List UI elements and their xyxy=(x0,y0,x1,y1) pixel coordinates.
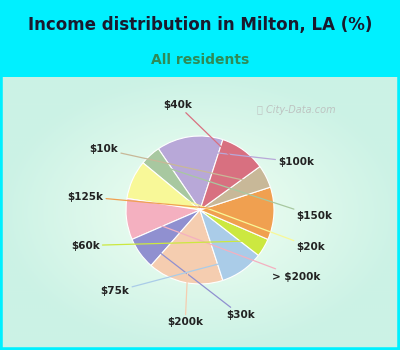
Text: $10k: $10k xyxy=(90,144,254,182)
Text: $60k: $60k xyxy=(71,240,252,251)
Text: All residents: All residents xyxy=(151,53,249,67)
Text: $125k: $125k xyxy=(67,192,261,213)
Wedge shape xyxy=(143,149,200,210)
Wedge shape xyxy=(151,210,223,284)
Wedge shape xyxy=(158,136,223,210)
Text: Income distribution in Milton, LA (%): Income distribution in Milton, LA (%) xyxy=(28,16,372,34)
Text: $30k: $30k xyxy=(151,246,255,320)
Text: ⓘ City-Data.com: ⓘ City-Data.com xyxy=(257,105,335,115)
Text: $75k: $75k xyxy=(100,260,235,296)
Text: $150k: $150k xyxy=(159,165,333,221)
Wedge shape xyxy=(200,210,258,280)
Text: $40k: $40k xyxy=(163,100,236,161)
Text: $100k: $100k xyxy=(192,150,314,167)
Wedge shape xyxy=(200,167,270,210)
Wedge shape xyxy=(200,140,260,210)
Wedge shape xyxy=(200,187,274,239)
Text: > $200k: > $200k xyxy=(140,218,320,282)
Text: $200k: $200k xyxy=(167,270,203,328)
Text: $20k: $20k xyxy=(145,185,325,252)
Wedge shape xyxy=(126,198,200,239)
Wedge shape xyxy=(200,210,268,256)
Wedge shape xyxy=(127,163,200,210)
Wedge shape xyxy=(132,210,200,266)
